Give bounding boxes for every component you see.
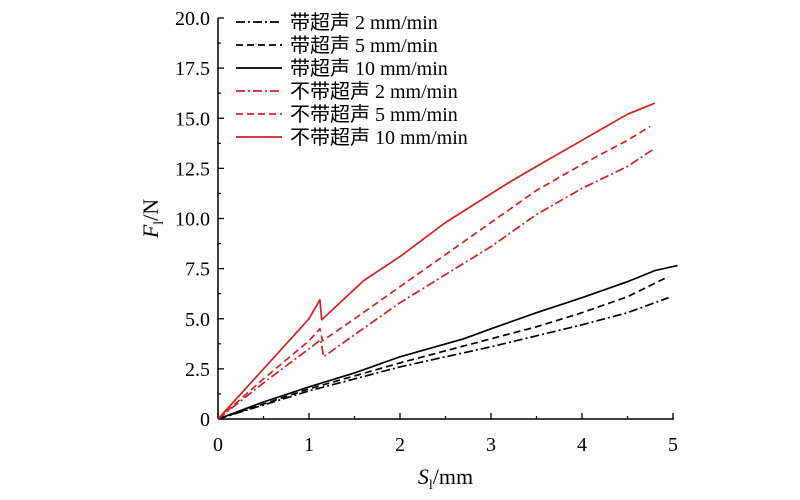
x-tick-label: 0	[213, 434, 223, 456]
y-axis-label-main: F	[138, 224, 163, 239]
y-tick-label: 12.5	[175, 158, 210, 180]
x-tick-label: 4	[577, 434, 587, 456]
y-axis-label-sub: l	[152, 221, 167, 225]
legend-label-2: 带超声 5 mm/min	[290, 34, 438, 57]
legend-label-6: 不带超声 10 mm/min	[290, 126, 468, 149]
y-tick-label: 7.5	[185, 259, 210, 281]
y-axis-label: Fl/N	[138, 199, 167, 239]
x-axis-label-sub: l	[429, 478, 433, 493]
x-tick-label: 3	[486, 434, 496, 456]
x-tick-label: 2	[395, 434, 405, 456]
x-tick-label: 1	[304, 434, 314, 456]
legend-label-1: 带超声 2 mm/min	[290, 11, 438, 34]
series-layer	[217, 102, 678, 420]
y-tick-label: 15.0	[175, 108, 210, 130]
legend-label-3: 带超声 10 mm/min	[290, 57, 448, 80]
plot-area: 0 1 2 3 4 5 0 2.5 5.0 7.5 10.0 12.5 15.0 17.5 20.0	[175, 8, 678, 456]
series-line-3	[217, 264, 678, 420]
y-tick-label: 10.0	[175, 209, 210, 231]
legend-label-4: 不带超声 2 mm/min	[290, 80, 458, 103]
y-axis-ticks: 0 2.5 5.0 7.5 10.0 12.5 15.0 17.5 20.0	[175, 8, 224, 431]
series-line-1	[217, 296, 669, 420]
y-tick-label: 0	[200, 409, 210, 431]
y-tick-label: 5.0	[185, 309, 210, 331]
y-tick-label: 20.0	[175, 8, 210, 30]
x-axis-label-main: S	[418, 464, 429, 489]
series-line-2	[217, 275, 669, 420]
x-axis-ticks: 0 1 2 3 4 5	[213, 413, 678, 456]
series-line-6	[217, 102, 656, 420]
series-line-4	[217, 147, 656, 420]
x-axis-label-unit: /mm	[433, 464, 473, 489]
legend-label-5: 不带超声 5 mm/min	[290, 103, 458, 126]
x-tick-label: 5	[668, 434, 678, 456]
series-line-5	[217, 125, 651, 420]
y-tick-label: 2.5	[185, 359, 210, 381]
y-tick-label: 17.5	[175, 58, 210, 80]
x-axis-label: Sl/mm	[418, 464, 473, 493]
y-axis-label-unit: /N	[138, 199, 163, 221]
